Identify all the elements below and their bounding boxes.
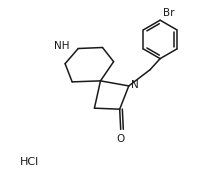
Text: Br: Br: [162, 8, 173, 18]
Text: NH: NH: [53, 41, 69, 52]
Text: N: N: [130, 80, 138, 90]
Text: O: O: [116, 134, 124, 144]
Text: HCl: HCl: [20, 157, 39, 167]
